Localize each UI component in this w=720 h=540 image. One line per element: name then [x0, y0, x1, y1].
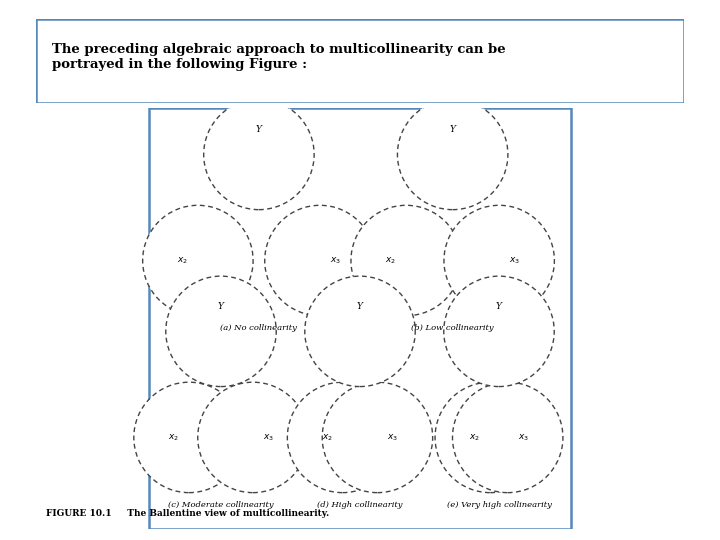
Text: The preceding algebraic approach to multicollinearity can be
portrayed in the fo: The preceding algebraic approach to mult…	[53, 43, 506, 71]
Text: Y: Y	[357, 302, 363, 311]
Text: (b) Low collinearity: (b) Low collinearity	[411, 325, 494, 333]
Text: $x_3$: $x_3$	[330, 255, 341, 266]
FancyBboxPatch shape	[36, 19, 684, 103]
Circle shape	[323, 382, 433, 492]
Polygon shape	[452, 383, 546, 492]
Circle shape	[435, 382, 546, 492]
Circle shape	[444, 276, 554, 387]
Text: $x_2$: $x_2$	[469, 432, 480, 443]
Text: (e) Very high collinearity: (e) Very high collinearity	[446, 501, 552, 509]
Circle shape	[265, 205, 375, 316]
Text: Y: Y	[450, 125, 456, 134]
Polygon shape	[323, 385, 397, 490]
Text: $x_2$: $x_2$	[168, 432, 179, 443]
Text: $x_2$: $x_2$	[385, 255, 396, 266]
Text: $x_3$: $x_3$	[518, 432, 528, 443]
Text: $x_3$: $x_3$	[263, 432, 274, 443]
Text: $x_2$: $x_2$	[177, 255, 188, 266]
Text: (d) High collinearity: (d) High collinearity	[318, 501, 402, 509]
Circle shape	[397, 99, 508, 210]
Circle shape	[452, 382, 563, 492]
Text: $x_3$: $x_3$	[509, 255, 520, 266]
Circle shape	[166, 276, 276, 387]
Text: FIGURE 10.1     The Ballentine view of multicollinearity.: FIGURE 10.1 The Ballentine view of multi…	[46, 509, 329, 518]
Circle shape	[305, 276, 415, 387]
Text: Y: Y	[218, 302, 224, 311]
Text: $x_3$: $x_3$	[387, 432, 398, 443]
Circle shape	[198, 382, 308, 492]
Circle shape	[444, 205, 554, 316]
Circle shape	[351, 205, 462, 316]
Circle shape	[204, 99, 314, 210]
Text: (c) Moderate collinearity: (c) Moderate collinearity	[168, 501, 274, 509]
Circle shape	[287, 382, 397, 492]
Text: Y: Y	[496, 302, 502, 311]
FancyBboxPatch shape	[150, 108, 570, 529]
Circle shape	[134, 382, 244, 492]
Text: $x_2$: $x_2$	[322, 432, 333, 443]
Text: (a) No collinearity: (a) No collinearity	[220, 325, 297, 333]
Text: Y: Y	[256, 125, 262, 134]
Circle shape	[143, 205, 253, 316]
Polygon shape	[198, 393, 244, 482]
